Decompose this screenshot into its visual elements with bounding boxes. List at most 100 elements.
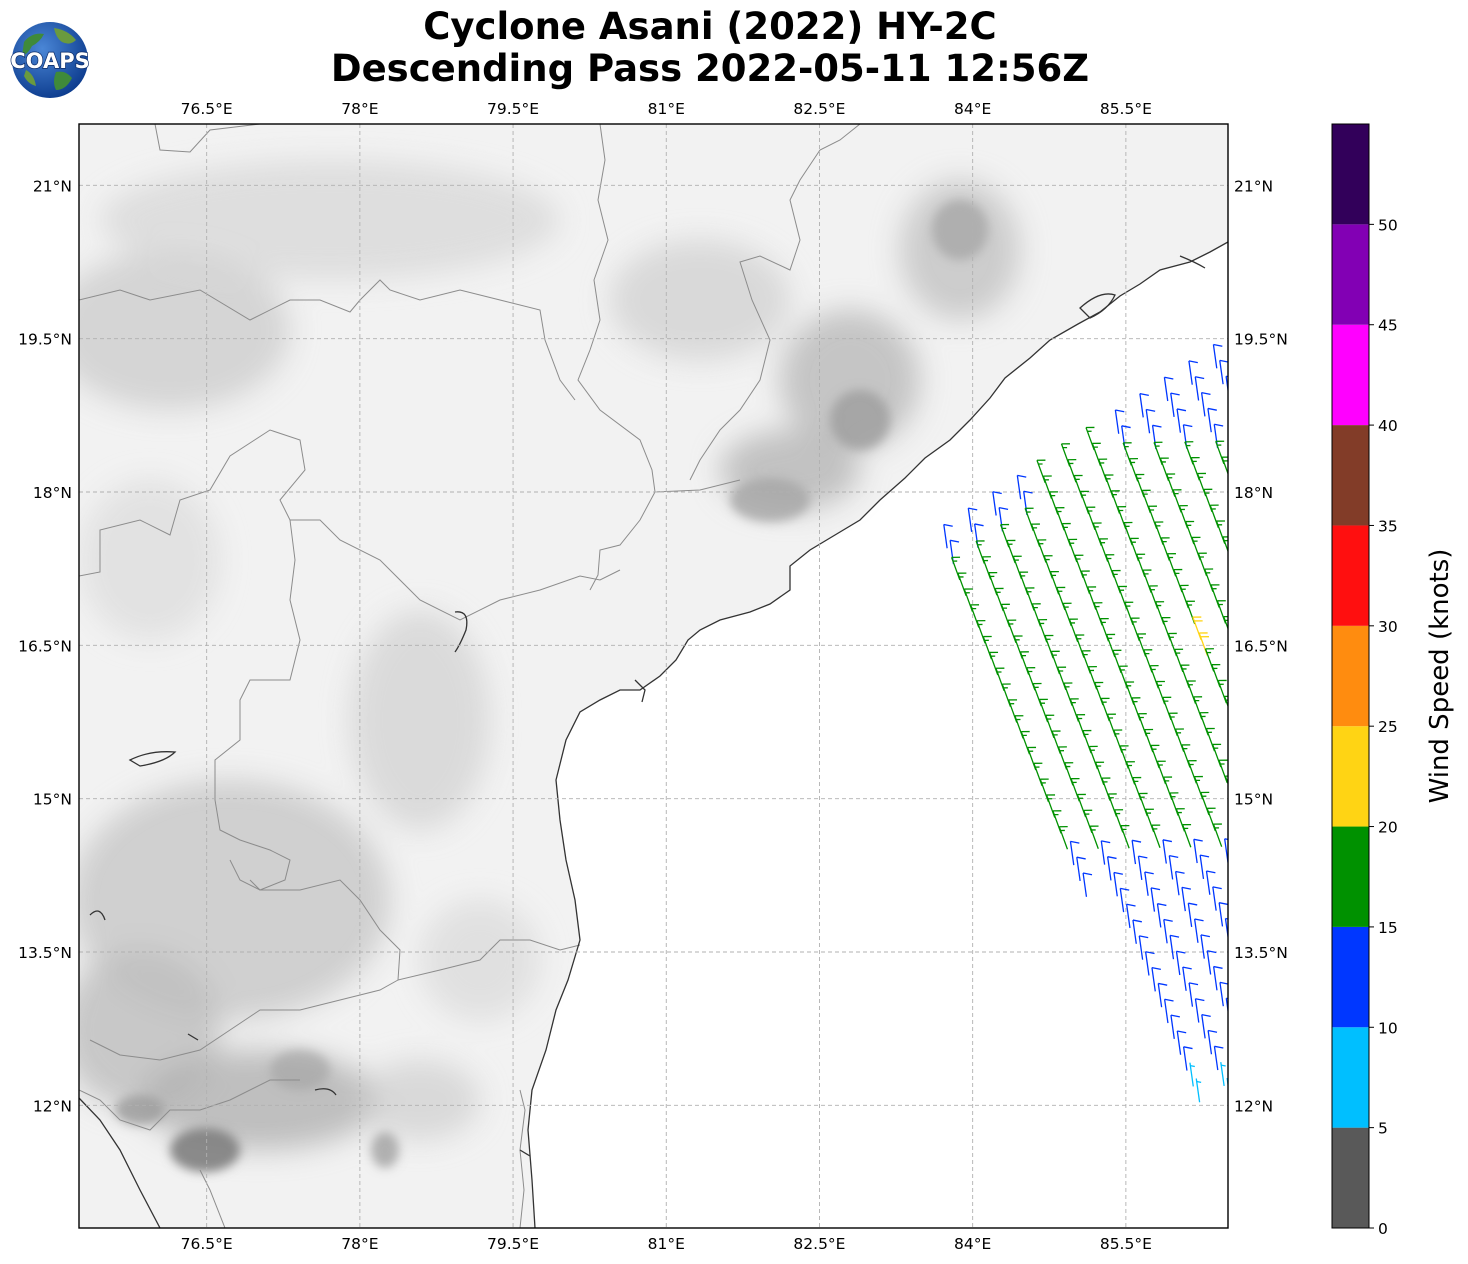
wind-barb [1131,839,1142,865]
lon-tick-label-bottom: 81°E [648,1235,685,1253]
wind-barb [1144,951,1155,976]
wind-barb-staff [1114,409,1120,434]
lat-tick-label-left: 16.5°N [18,637,72,655]
wind-barb-staff [1212,886,1217,911]
wind-barb-staff [1194,376,1200,401]
wind-barb-staff [1201,1014,1206,1039]
wind-barb-staff [1119,888,1125,913]
wind-barb [1231,712,1239,735]
wind-barb-staff [1200,392,1206,417]
wind-barb [1175,950,1186,976]
wind-barb-feather [1169,855,1179,859]
gridlines [79,124,1228,1228]
wind-barb-feather [1214,1045,1224,1049]
wind-barb-feather [1183,424,1193,428]
wind-barb-staff [1189,1062,1194,1087]
wind-barb [1169,934,1180,960]
wind-barb-staff [1195,1078,1201,1103]
wind-barb-staff [1188,360,1193,385]
lon-tick-label-bottom: 85.5°E [1100,1235,1152,1253]
lon-tick-label-bottom: 78°E [341,1235,378,1253]
wind-barb-staff [1212,823,1223,847]
wind-barb-staff [1218,902,1224,927]
lon-tick-label-top: 84°E [954,100,991,118]
wind-barb-feather [1132,919,1142,923]
coastline [79,241,1228,1228]
wind-barb-feather [1207,950,1217,954]
wind-barb-staff [1222,536,1228,553]
wind-barb-staff [1188,982,1194,1007]
lon-tick-label-bottom: 82.5°E [793,1235,845,1253]
wind-barb-staff [1137,856,1143,881]
wind-barb-feather [1144,871,1154,875]
wind-barb-staff [967,508,973,532]
wind-barb-feather [1195,998,1205,1002]
wind-barb [1239,408,1248,432]
wind-barb-feather [1214,423,1224,427]
axis-tick-labels: 76.5°E 76.5°E 78°E 78°E 79.5°E 79.5°E 81°E 81°E… [18,100,1288,1253]
wind-barb-feather [1201,391,1211,395]
wind-barb [1193,838,1203,864]
lon-tick-label-bottom: 79.5°E [487,1235,539,1253]
wind-barb [1206,950,1217,975]
wind-barb [1151,966,1161,992]
wind-barb-staff [1193,839,1198,864]
wind-barb-feather [1207,1029,1218,1033]
wind-barb [1199,854,1210,880]
wind-barb [1182,966,1192,991]
colorbar-bin [1332,224,1369,325]
wind-barb-feather [1181,886,1192,890]
wind-barb [1069,840,1080,866]
colorbar-tick-label: 20 [1378,819,1398,837]
wind-barb [1157,982,1168,1008]
wind-barb-feather [992,491,1002,495]
wind-barb [1237,870,1246,894]
colorbar-bin [1332,525,1369,626]
wind-barb [1224,917,1228,942]
wind-barb-staff [1232,392,1235,416]
wind-barb-staff [1220,1062,1225,1087]
wind-barb-staff [1239,408,1242,432]
wind-barb-staff [1113,872,1118,897]
wind-barb [1106,856,1117,881]
wind-barb [1232,392,1241,416]
wind-barb [1120,824,1130,849]
wind-barb [1119,887,1130,913]
wind-barb-feather [1023,490,1033,494]
wind-barb-staff [1224,918,1228,942]
wind-barb-staff [1194,998,1200,1023]
colorbar-bin [1332,1127,1369,1228]
wind-barb-feather [1233,1014,1242,1016]
wind-barb-staff [1212,344,1218,369]
wind-barb-half-feather [1196,1080,1202,1083]
lat-tick-label-right: 18°N [1234,484,1273,502]
wind-barb-staff [1212,966,1218,991]
wind-barb [1144,871,1154,896]
wind-barb [1016,474,1027,500]
wind-barb-feather [1017,474,1027,478]
wind-barb [1212,886,1222,911]
wind-barb [1194,998,1205,1023]
wind-barb-staff [1163,377,1169,402]
wind-barb-staff [1082,872,1088,897]
wind-barb-feather [1121,425,1131,429]
wind-barb-feather [1145,951,1155,955]
wind-barb-staff [1219,982,1224,1007]
wind-barb-feather [999,506,1009,510]
colorbar-bin [1332,324,1369,426]
wind-barb-staff [1131,840,1137,865]
wind-barb-feather [1188,360,1198,364]
wind-barb-staff [1100,840,1106,865]
wind-barb-staff [1120,825,1130,849]
wind-barb [1207,407,1217,433]
colorbar-tick-label: 40 [1378,417,1398,435]
wind-barb-staff [1200,934,1205,959]
wind-barb-feather [1188,982,1199,986]
wind-barb [1189,1062,1195,1087]
terrain-peaks [115,200,988,1172]
lon-tick-label-top: 82.5°E [793,100,845,118]
wind-barb [967,507,978,532]
lon-tick-label-top: 76.5°E [181,100,233,118]
wind-barb [1139,392,1149,418]
wind-barb-feather [1213,343,1223,347]
